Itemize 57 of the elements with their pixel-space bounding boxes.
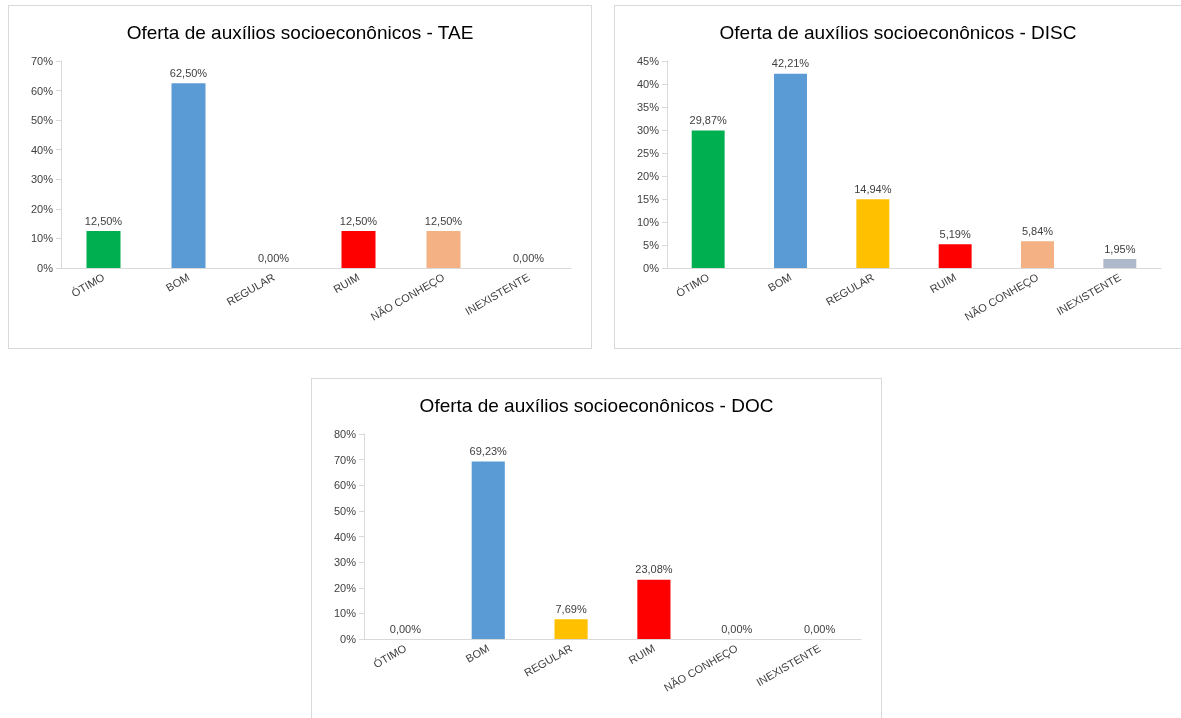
y-tick-label: 30% xyxy=(333,556,357,569)
bar xyxy=(856,199,890,268)
y-tick-label: 5% xyxy=(643,239,660,251)
data-label: 0,00% xyxy=(803,622,836,635)
y-tick-label: 20% xyxy=(333,581,357,594)
bar xyxy=(637,579,671,639)
data-label: 62,50% xyxy=(169,66,208,79)
y-tick-label: 50% xyxy=(333,504,357,517)
y-tick-label: 0% xyxy=(643,262,660,274)
y-tick-label: 80% xyxy=(333,428,357,440)
y-tick-label: 30% xyxy=(636,124,660,136)
chart-title: Oferta de auxílios socioeconônicos - DISC xyxy=(719,22,1077,43)
bar xyxy=(774,73,807,268)
y-tick-label: 0% xyxy=(37,262,54,274)
y-tick-label: 60% xyxy=(333,479,357,492)
data-label: 69,23% xyxy=(469,445,508,458)
data-label: 5,84% xyxy=(1021,224,1054,237)
bar xyxy=(938,244,972,268)
data-label: 1,95% xyxy=(1104,242,1136,255)
data-label: 12,50% xyxy=(424,214,463,227)
y-tick-label: 0% xyxy=(340,633,357,645)
data-label: 29,87% xyxy=(689,114,728,127)
data-label: 23,08% xyxy=(635,563,673,576)
bar xyxy=(691,130,725,268)
data-label: 5,19% xyxy=(939,227,971,240)
data-label: 0,00% xyxy=(512,251,545,264)
y-tick-label: 60% xyxy=(30,84,54,97)
data-label: 0,00% xyxy=(257,251,290,264)
y-tick-label: 50% xyxy=(30,114,54,127)
y-tick-label: 70% xyxy=(333,453,357,466)
chart-title: Oferta de auxílios socioeconônicos - TAE xyxy=(126,22,474,43)
y-tick-label: 10% xyxy=(333,607,357,620)
data-label: 0,00% xyxy=(721,622,753,635)
y-tick-label: 20% xyxy=(30,202,54,215)
data-label: 0,00% xyxy=(389,622,422,635)
y-tick-label: 30% xyxy=(30,173,54,186)
bar xyxy=(471,461,505,639)
y-tick-label: 70% xyxy=(30,55,54,67)
bar xyxy=(1021,241,1054,268)
bar xyxy=(554,619,588,639)
chart-title: Oferta de auxílios socioeconônicos - DOC xyxy=(419,395,774,416)
data-label: 12,50% xyxy=(84,214,123,227)
y-tick-label: 40% xyxy=(30,143,54,156)
y-tick-label: 40% xyxy=(333,530,357,543)
data-label: 12,50% xyxy=(339,214,378,227)
bar xyxy=(1103,259,1137,268)
data-label: 42,21% xyxy=(771,57,810,70)
y-tick-label: 40% xyxy=(636,78,660,90)
y-tick-label: 35% xyxy=(636,101,660,113)
y-tick-label: 20% xyxy=(636,170,660,182)
y-tick-label: 15% xyxy=(636,193,660,205)
data-label: 14,94% xyxy=(854,182,892,195)
y-tick-label: 10% xyxy=(636,216,660,228)
data-label: 7,69% xyxy=(555,602,587,615)
y-tick-label: 25% xyxy=(636,147,660,159)
y-tick-label: 10% xyxy=(30,232,54,245)
y-tick-label: 45% xyxy=(636,55,660,67)
